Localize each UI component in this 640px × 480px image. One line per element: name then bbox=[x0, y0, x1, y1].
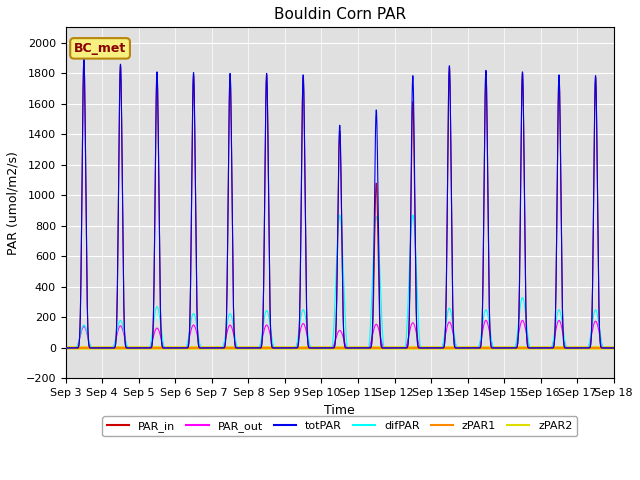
PAR_out bbox=[157, 334, 164, 340]
PAR_in bbox=[272, 345, 280, 351]
totPAR bbox=[80, 57, 88, 62]
totPAR bbox=[599, 345, 607, 351]
PAR_out bbox=[272, 345, 280, 351]
Title: Bouldin Corn PAR: Bouldin Corn PAR bbox=[274, 7, 406, 22]
zPAR2 bbox=[610, 345, 618, 351]
difPAR bbox=[62, 345, 70, 351]
Line: PAR_in: PAR_in bbox=[66, 61, 614, 348]
PAR_out bbox=[62, 345, 70, 351]
zPAR2 bbox=[124, 345, 132, 351]
PAR_in bbox=[296, 305, 303, 311]
Line: totPAR: totPAR bbox=[66, 60, 614, 348]
X-axis label: Time: Time bbox=[324, 404, 355, 417]
PAR_out bbox=[124, 345, 132, 351]
totPAR bbox=[540, 345, 548, 351]
difPAR bbox=[124, 345, 132, 351]
totPAR bbox=[272, 345, 280, 351]
zPAR1 bbox=[540, 345, 548, 351]
PAR_in bbox=[610, 345, 618, 351]
totPAR bbox=[62, 345, 70, 351]
PAR_out bbox=[540, 345, 548, 351]
Y-axis label: PAR (umol/m2/s): PAR (umol/m2/s) bbox=[7, 151, 20, 255]
zPAR2 bbox=[599, 345, 607, 351]
totPAR bbox=[125, 345, 132, 351]
PAR_in bbox=[540, 345, 548, 351]
difPAR bbox=[610, 345, 618, 351]
totPAR bbox=[296, 305, 303, 311]
zPAR2 bbox=[296, 345, 303, 351]
zPAR2 bbox=[540, 345, 548, 351]
difPAR bbox=[336, 212, 344, 218]
difPAR bbox=[272, 345, 280, 351]
PAR_out bbox=[482, 318, 490, 324]
totPAR bbox=[157, 326, 164, 332]
zPAR2 bbox=[272, 345, 280, 351]
PAR_in bbox=[80, 59, 88, 64]
zPAR1 bbox=[272, 345, 280, 351]
totPAR bbox=[610, 345, 618, 351]
Line: PAR_out: PAR_out bbox=[66, 321, 614, 348]
zPAR1 bbox=[157, 345, 164, 351]
PAR_out bbox=[610, 345, 618, 351]
zPAR1 bbox=[124, 345, 132, 351]
Legend: PAR_in, PAR_out, totPAR, difPAR, zPAR1, zPAR2: PAR_in, PAR_out, totPAR, difPAR, zPAR1, … bbox=[102, 416, 577, 436]
PAR_in bbox=[62, 345, 70, 351]
Text: BC_met: BC_met bbox=[74, 42, 126, 55]
zPAR2 bbox=[62, 345, 70, 351]
PAR_out bbox=[296, 331, 303, 336]
zPAR1 bbox=[62, 345, 70, 351]
PAR_in bbox=[125, 345, 132, 351]
PAR_out bbox=[599, 345, 607, 351]
zPAR1 bbox=[610, 345, 618, 351]
difPAR bbox=[296, 323, 303, 328]
PAR_in bbox=[599, 345, 607, 351]
difPAR bbox=[599, 345, 607, 350]
PAR_in bbox=[157, 326, 164, 332]
difPAR bbox=[157, 323, 164, 328]
Line: difPAR: difPAR bbox=[66, 215, 614, 348]
difPAR bbox=[540, 345, 548, 351]
zPAR2 bbox=[157, 345, 164, 351]
zPAR1 bbox=[599, 345, 607, 351]
zPAR1 bbox=[296, 345, 303, 351]
